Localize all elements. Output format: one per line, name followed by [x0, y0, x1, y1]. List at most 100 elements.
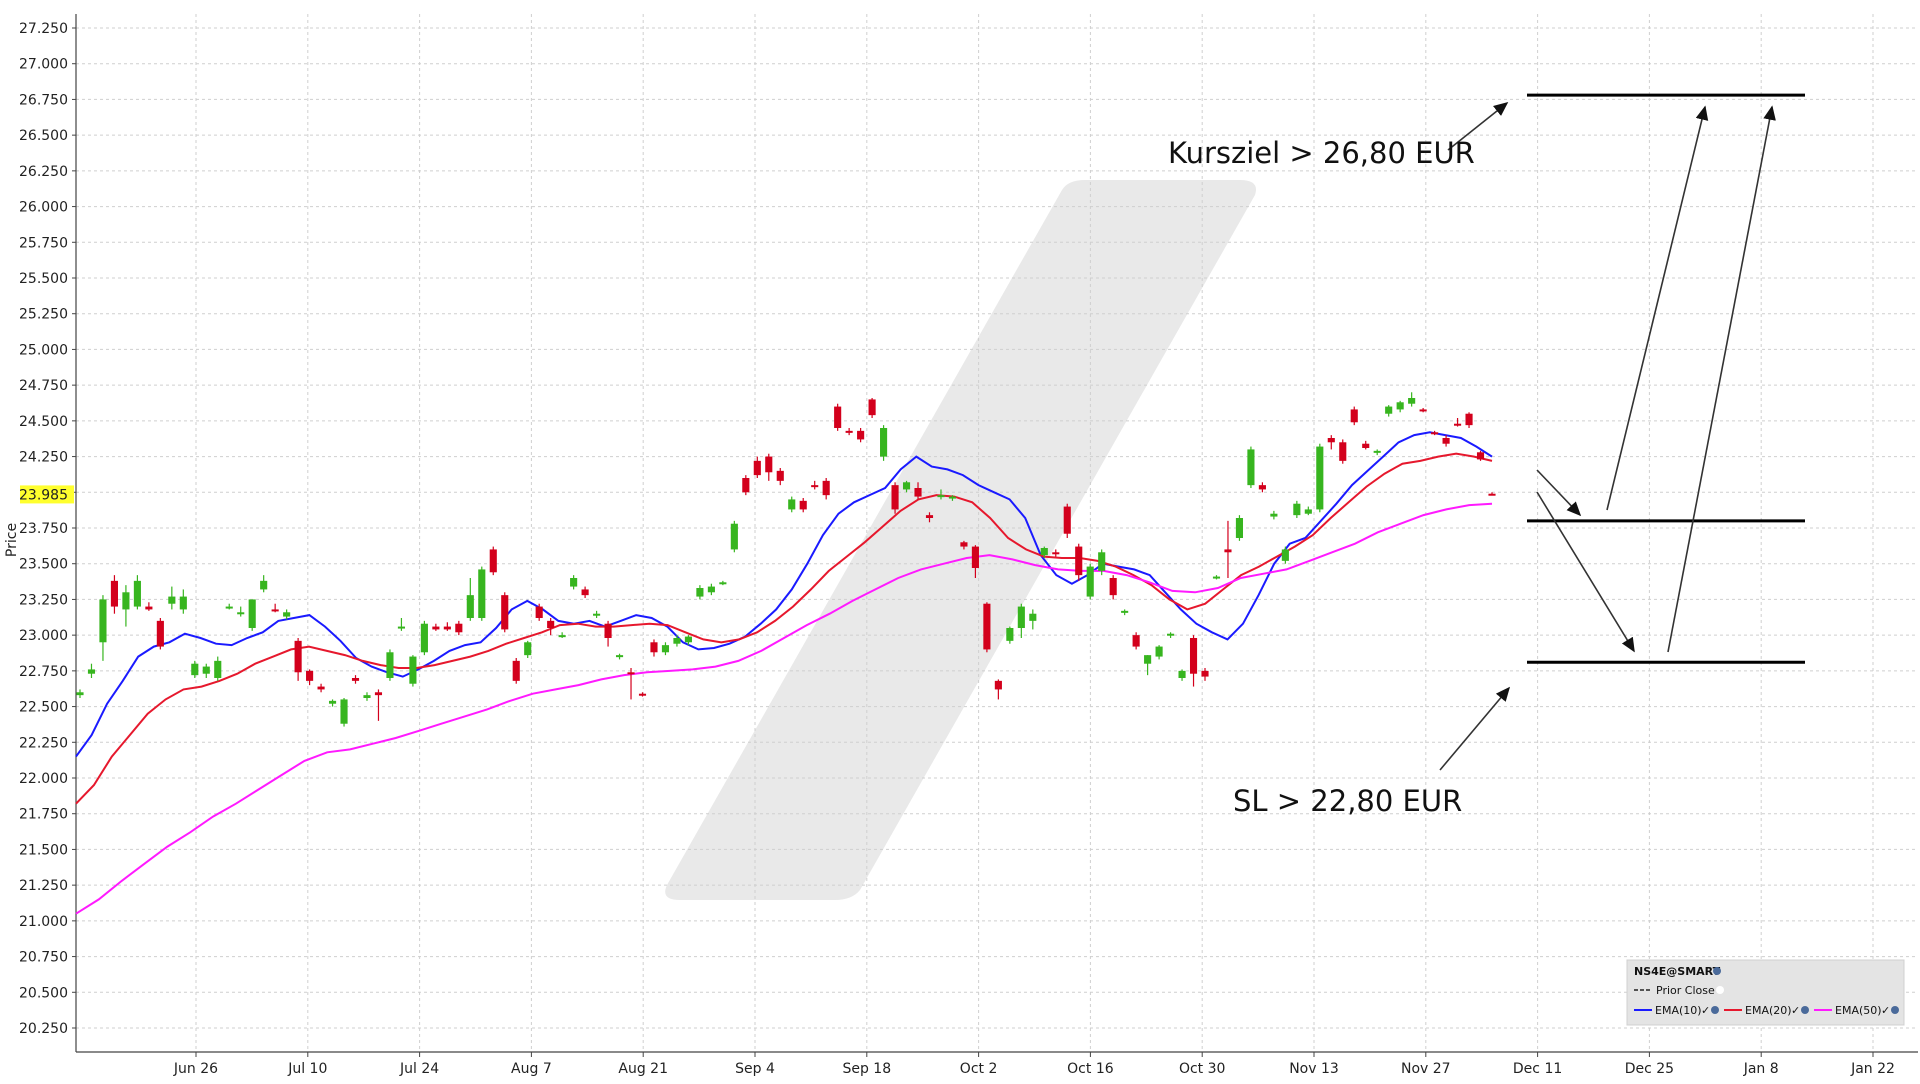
candle-body [1109, 578, 1117, 596]
candle-body [937, 495, 945, 498]
candle-body [673, 638, 681, 644]
candle-body [1316, 446, 1324, 510]
x-tick-label: Dec 25 [1625, 1061, 1674, 1077]
candle-body [271, 609, 279, 612]
legend-title: NS4E@SMART [1634, 965, 1721, 978]
y-tick-label: 25.250 [19, 307, 68, 323]
candle-body [156, 620, 164, 647]
stop-pointer-arrow [1439, 686, 1511, 771]
candle-body [1304, 509, 1312, 514]
x-tick-label: Sep 4 [735, 1061, 775, 1077]
watermark-slash [665, 180, 1256, 900]
candle-body [1258, 485, 1266, 490]
candle-body [1327, 438, 1335, 443]
legend-check-icon[interactable]: ✓ [1701, 1004, 1710, 1017]
candle-body [420, 623, 428, 653]
candle-body [202, 666, 210, 674]
candle-body [443, 626, 451, 630]
candle-body [306, 670, 314, 681]
candle-body [593, 613, 601, 616]
path-arrow-3 [1536, 491, 1635, 653]
candle-body [581, 589, 589, 596]
candle-body [1465, 413, 1473, 426]
x-tick-label: Jul 10 [287, 1061, 327, 1077]
y-tick-label: 20.500 [19, 985, 68, 1001]
y-tick-label: 22.250 [19, 735, 68, 751]
prior-close-toggle-icon[interactable] [1716, 986, 1724, 994]
y-tick-label: 22.750 [19, 664, 68, 680]
x-tick-label: Jan 22 [1850, 1061, 1895, 1077]
last-price-marker: 23.985 [19, 485, 74, 504]
legend-settings-icon[interactable] [1801, 1006, 1809, 1014]
candle-body [891, 485, 899, 510]
candle-body [788, 499, 796, 510]
legend-settings-icon[interactable] [1711, 1006, 1719, 1014]
candle-body [294, 640, 302, 673]
candle-body [1385, 406, 1393, 414]
legend-check-icon[interactable]: ✓ [1791, 1004, 1800, 1017]
candle-body [76, 692, 84, 696]
path-arrow-1 [1536, 469, 1582, 517]
y-tick-label: 26.750 [19, 92, 68, 108]
axes [75, 14, 1918, 1053]
y-tick-label: 26.000 [19, 200, 68, 216]
candle-body [351, 678, 360, 681]
candle-body [386, 652, 394, 678]
y-tick-label: 22.500 [19, 700, 68, 716]
candle-body [638, 693, 647, 696]
candle-body [1189, 638, 1198, 674]
candle-body [1144, 655, 1152, 664]
candle-body [1454, 423, 1462, 426]
candle-body [1270, 513, 1278, 517]
candle-body [214, 660, 222, 678]
candle-body [87, 669, 96, 674]
y-tick-label: 27.000 [19, 57, 68, 73]
candle-body [283, 612, 291, 617]
y-tick-label: 25.750 [19, 235, 68, 251]
candle-body [1029, 613, 1037, 621]
candle-body [1155, 646, 1163, 657]
candle-body [1339, 442, 1347, 461]
candle-body [627, 672, 635, 675]
candle-body [753, 460, 761, 476]
arrows [1439, 102, 1776, 771]
y-axis-ticks: 27.250 27.000 26.750 26.500 26.250 26.000 25.7… [19, 21, 76, 1037]
candle-body [570, 578, 578, 587]
candle-body [1281, 549, 1289, 561]
legend-settings-icon[interactable] [1891, 1006, 1899, 1014]
candle-body [1075, 546, 1083, 576]
y-tick-label: 20.250 [19, 1021, 68, 1037]
candles [76, 392, 1496, 727]
x-tick-label: Oct 2 [960, 1061, 998, 1077]
candle-body [1098, 552, 1106, 571]
candle-body [1178, 670, 1186, 678]
candle-body [948, 496, 957, 499]
candle-body [535, 606, 543, 618]
candle-body [179, 596, 187, 610]
candle-body [719, 582, 727, 585]
candle-body [512, 660, 520, 681]
x-tick-label: Dec 11 [1513, 1061, 1562, 1077]
legend-check-icon[interactable]: ✓ [1881, 1004, 1890, 1017]
candle-body [661, 645, 670, 653]
candle-body [799, 500, 807, 510]
candle-body [133, 580, 141, 607]
candle-body [1132, 635, 1140, 647]
legend-prior-close: Prior Close [1656, 984, 1715, 997]
candle-body [604, 623, 612, 638]
y-tick-label: 21.000 [19, 914, 68, 930]
legend-title-icon[interactable] [1713, 967, 1721, 975]
candle-body [547, 620, 555, 628]
candle-body [363, 695, 371, 698]
candle-body [914, 488, 922, 497]
target-pointer-arrow [1447, 102, 1509, 151]
candle-body [99, 599, 107, 643]
candle-body [501, 595, 509, 630]
last-price-label: 23.985 [19, 487, 68, 503]
candle-body [1373, 450, 1381, 453]
candle-body [1212, 576, 1221, 579]
candle-body [1040, 548, 1048, 556]
ema-line-ema50 [75, 502, 1493, 915]
